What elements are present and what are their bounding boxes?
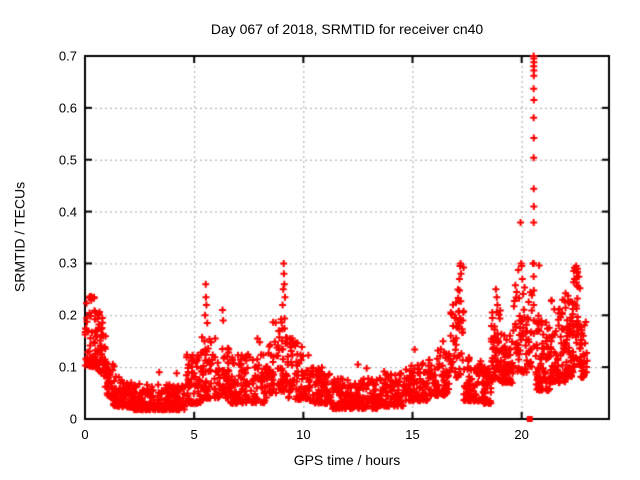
x-tick-label: 5	[190, 427, 198, 442]
x-tick-label: 0	[81, 427, 89, 442]
x-tick-label: 20	[514, 427, 529, 442]
y-tick-label: 0.1	[58, 359, 77, 375]
y-axis-label: SRMTID / TECUs	[11, 181, 28, 293]
y-tick-label: 0.3	[58, 255, 77, 271]
x-tick-label: 15	[405, 427, 420, 442]
y-tick-label: 0.2	[58, 307, 77, 323]
x-axis-label: GPS time / hours	[293, 452, 401, 468]
y-tick-label: 0.5	[58, 152, 77, 168]
chart-title: Day 067 of 2018, SRMTID for receiver cn4…	[210, 21, 484, 37]
x-tick-label: 10	[296, 427, 311, 442]
y-tick-label: 0.7	[58, 48, 77, 64]
y-tick-label: 0.4	[58, 204, 77, 220]
y-tick-label: 0.6	[58, 100, 77, 116]
y-tick-label: 0	[69, 411, 77, 427]
